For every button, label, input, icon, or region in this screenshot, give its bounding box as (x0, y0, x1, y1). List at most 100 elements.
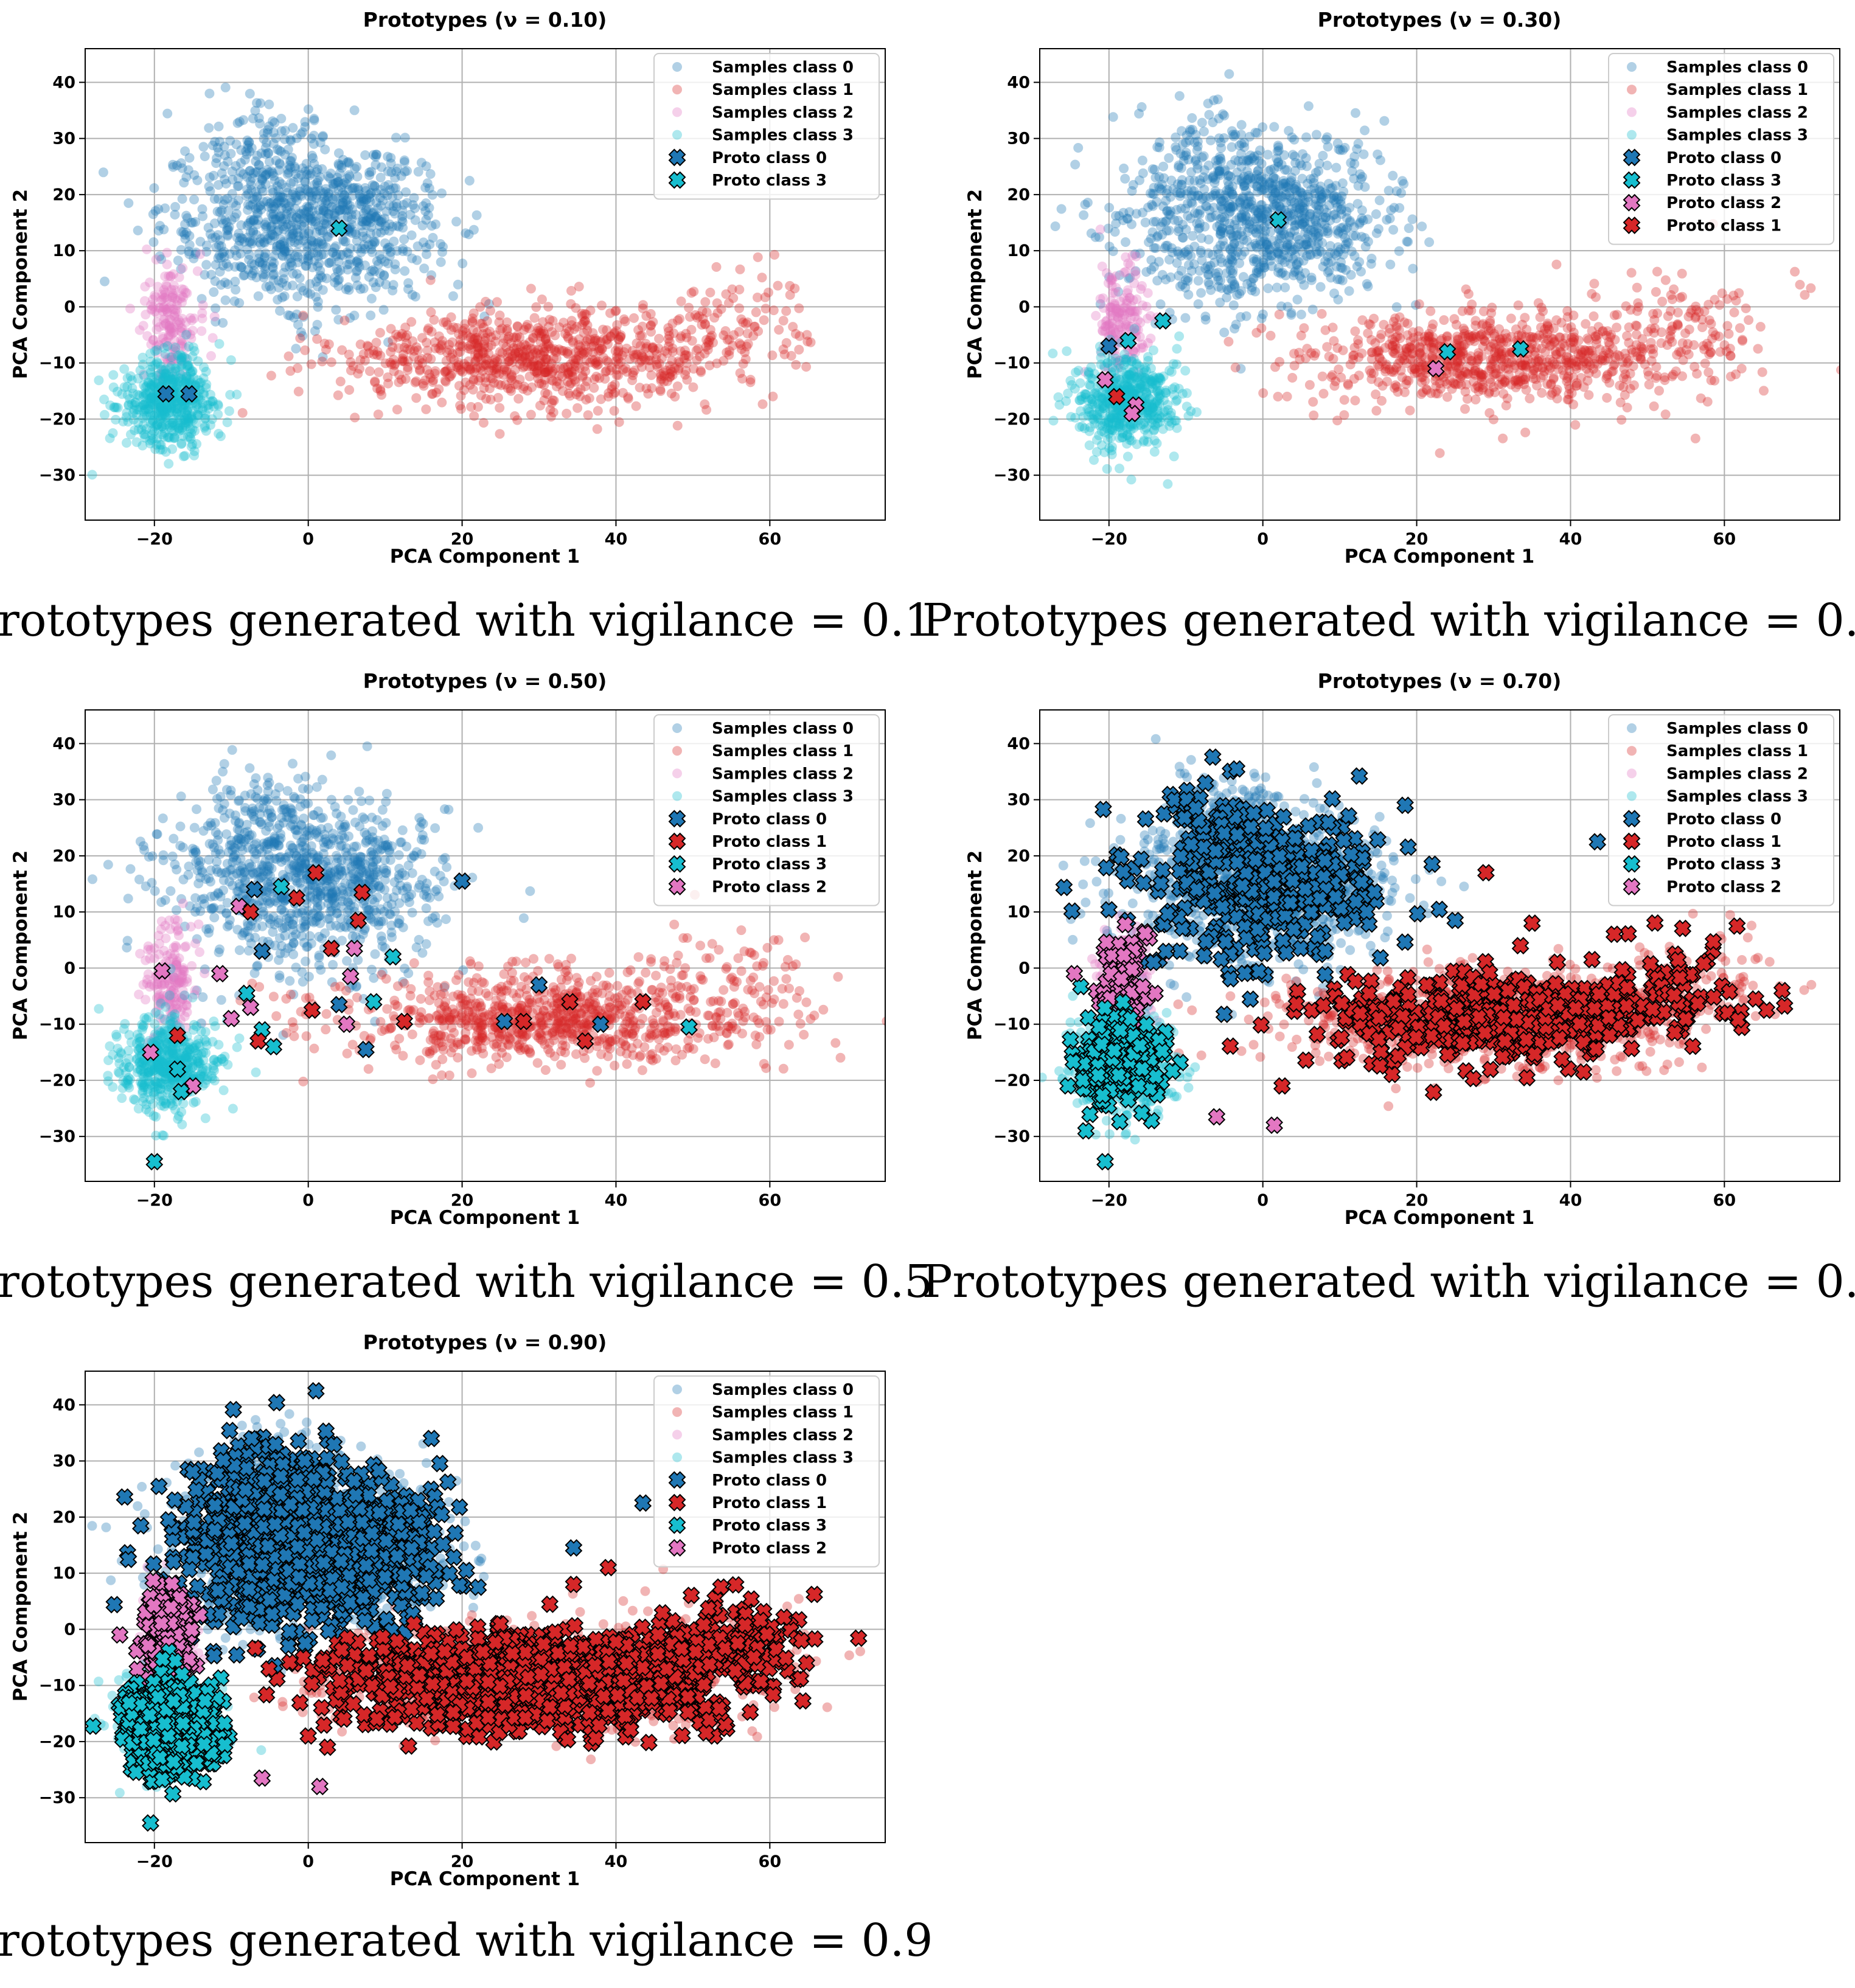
sample-point-class0 (1391, 186, 1402, 196)
sample-point-class1 (1417, 336, 1427, 347)
sample-point-class3 (184, 360, 193, 370)
sample-point-class0 (243, 140, 253, 150)
sample-point-class0 (426, 221, 437, 231)
sample-point-class2 (134, 325, 145, 335)
sample-point-class0 (366, 310, 376, 321)
sample-point-class0 (224, 222, 234, 232)
sample-point-class0 (290, 161, 300, 172)
sample-point-class0 (231, 251, 242, 261)
sample-point-class0 (257, 174, 267, 184)
sample-point-class1 (768, 305, 779, 316)
sample-point-class0 (252, 208, 263, 218)
sample-point-class0 (424, 203, 434, 213)
sample-point-class0 (179, 229, 190, 240)
sample-point-class0 (320, 144, 330, 155)
sample-point-class0 (347, 204, 357, 215)
sample-point-class0 (292, 247, 302, 257)
sample-point-class0 (261, 282, 271, 292)
sample-point-class0 (133, 225, 143, 235)
sample-point-class0 (261, 217, 271, 228)
sample-point-class0 (311, 167, 322, 177)
sample-point-class0 (236, 220, 246, 231)
sample-point-class0 (394, 221, 404, 232)
sample-point-class1 (1649, 401, 1659, 411)
sample-point-class0 (242, 184, 252, 195)
sample-point-class1 (627, 346, 638, 356)
sample-point-class0 (1388, 224, 1399, 235)
sample-point-class0 (468, 224, 479, 235)
sample-point-class0 (232, 118, 243, 128)
sample-point-class1 (446, 312, 456, 322)
sample-point-class0 (278, 197, 288, 207)
sample-point-class1 (1317, 308, 1327, 319)
sample-point-class2 (1103, 278, 1113, 288)
sample-point-class0 (303, 251, 313, 261)
sample-point-class1 (1666, 290, 1676, 300)
sample-point-class0 (338, 204, 348, 215)
sample-point-class1 (588, 347, 598, 358)
sample-point-class0 (1183, 290, 1194, 300)
sample-point-class1 (531, 302, 541, 312)
sample-point-class0 (338, 234, 348, 245)
sample-point-class1 (481, 377, 491, 388)
sample-point-class2 (174, 272, 184, 282)
sample-point-class0 (342, 173, 352, 184)
sample-point-class0 (383, 243, 393, 253)
sample-point-class0 (1374, 195, 1385, 206)
sample-point-class1 (540, 367, 550, 378)
sample-point-class0 (324, 258, 334, 268)
sample-point-class1 (1390, 344, 1401, 355)
sample-point-class0 (1119, 163, 1129, 173)
sample-point-class0 (294, 186, 305, 196)
sample-point-class1 (745, 375, 756, 385)
sample-point-class0 (1223, 285, 1233, 295)
sample-point-class0 (249, 194, 260, 204)
sample-point-class0 (357, 220, 367, 231)
sample-point-class0 (198, 211, 208, 221)
sample-point-class1 (597, 301, 607, 311)
sample-point-class0 (254, 237, 265, 248)
sample-point-class0 (263, 125, 273, 135)
sample-point-class0 (1132, 209, 1141, 219)
sample-point-class1 (1570, 420, 1581, 430)
sample-point-class0 (320, 197, 330, 207)
sample-point-class0 (277, 179, 287, 189)
sample-point-class1 (562, 408, 572, 419)
sample-point-class1 (526, 283, 536, 294)
sample-point-class1 (753, 252, 763, 262)
sample-point-class0 (421, 215, 431, 225)
sample-point-class1 (590, 355, 600, 365)
sample-point-class0 (239, 270, 249, 280)
sample-point-class1 (609, 406, 619, 416)
sample-point-class2 (151, 254, 161, 265)
sample-point-class1 (396, 331, 406, 341)
sample-point-class1 (767, 350, 778, 361)
sample-point-class3 (169, 414, 179, 425)
sample-point-class0 (333, 186, 344, 196)
sample-point-class0 (267, 204, 277, 214)
sample-point-class3 (199, 389, 209, 400)
sample-point-class2 (209, 311, 220, 322)
x-axis-label: PCA Component 1 (390, 546, 580, 568)
sample-point-class0 (217, 248, 228, 259)
sample-point-class0 (192, 175, 203, 186)
sample-point-class0 (1189, 208, 1200, 218)
sample-point-class1 (1513, 300, 1523, 310)
sample-point-class2 (125, 304, 135, 314)
sample-point-class0 (256, 239, 266, 249)
sample-point-class0 (315, 186, 325, 196)
sample-point-class0 (331, 251, 341, 262)
sample-point-class0 (335, 205, 346, 215)
sample-point-class0 (218, 199, 229, 209)
sample-point-class1 (582, 320, 593, 330)
sample-point-class0 (269, 231, 279, 242)
sample-point-class0 (148, 209, 158, 220)
sample-point-class1 (1627, 344, 1637, 355)
y-tick-label: 40 (52, 73, 75, 92)
sample-point-class0 (1269, 193, 1279, 204)
sample-point-class0 (279, 238, 290, 248)
sample-point-class1 (1660, 372, 1670, 383)
sample-point-class1 (676, 296, 686, 307)
sample-point-class0 (220, 195, 230, 205)
sample-point-class0 (330, 277, 340, 288)
